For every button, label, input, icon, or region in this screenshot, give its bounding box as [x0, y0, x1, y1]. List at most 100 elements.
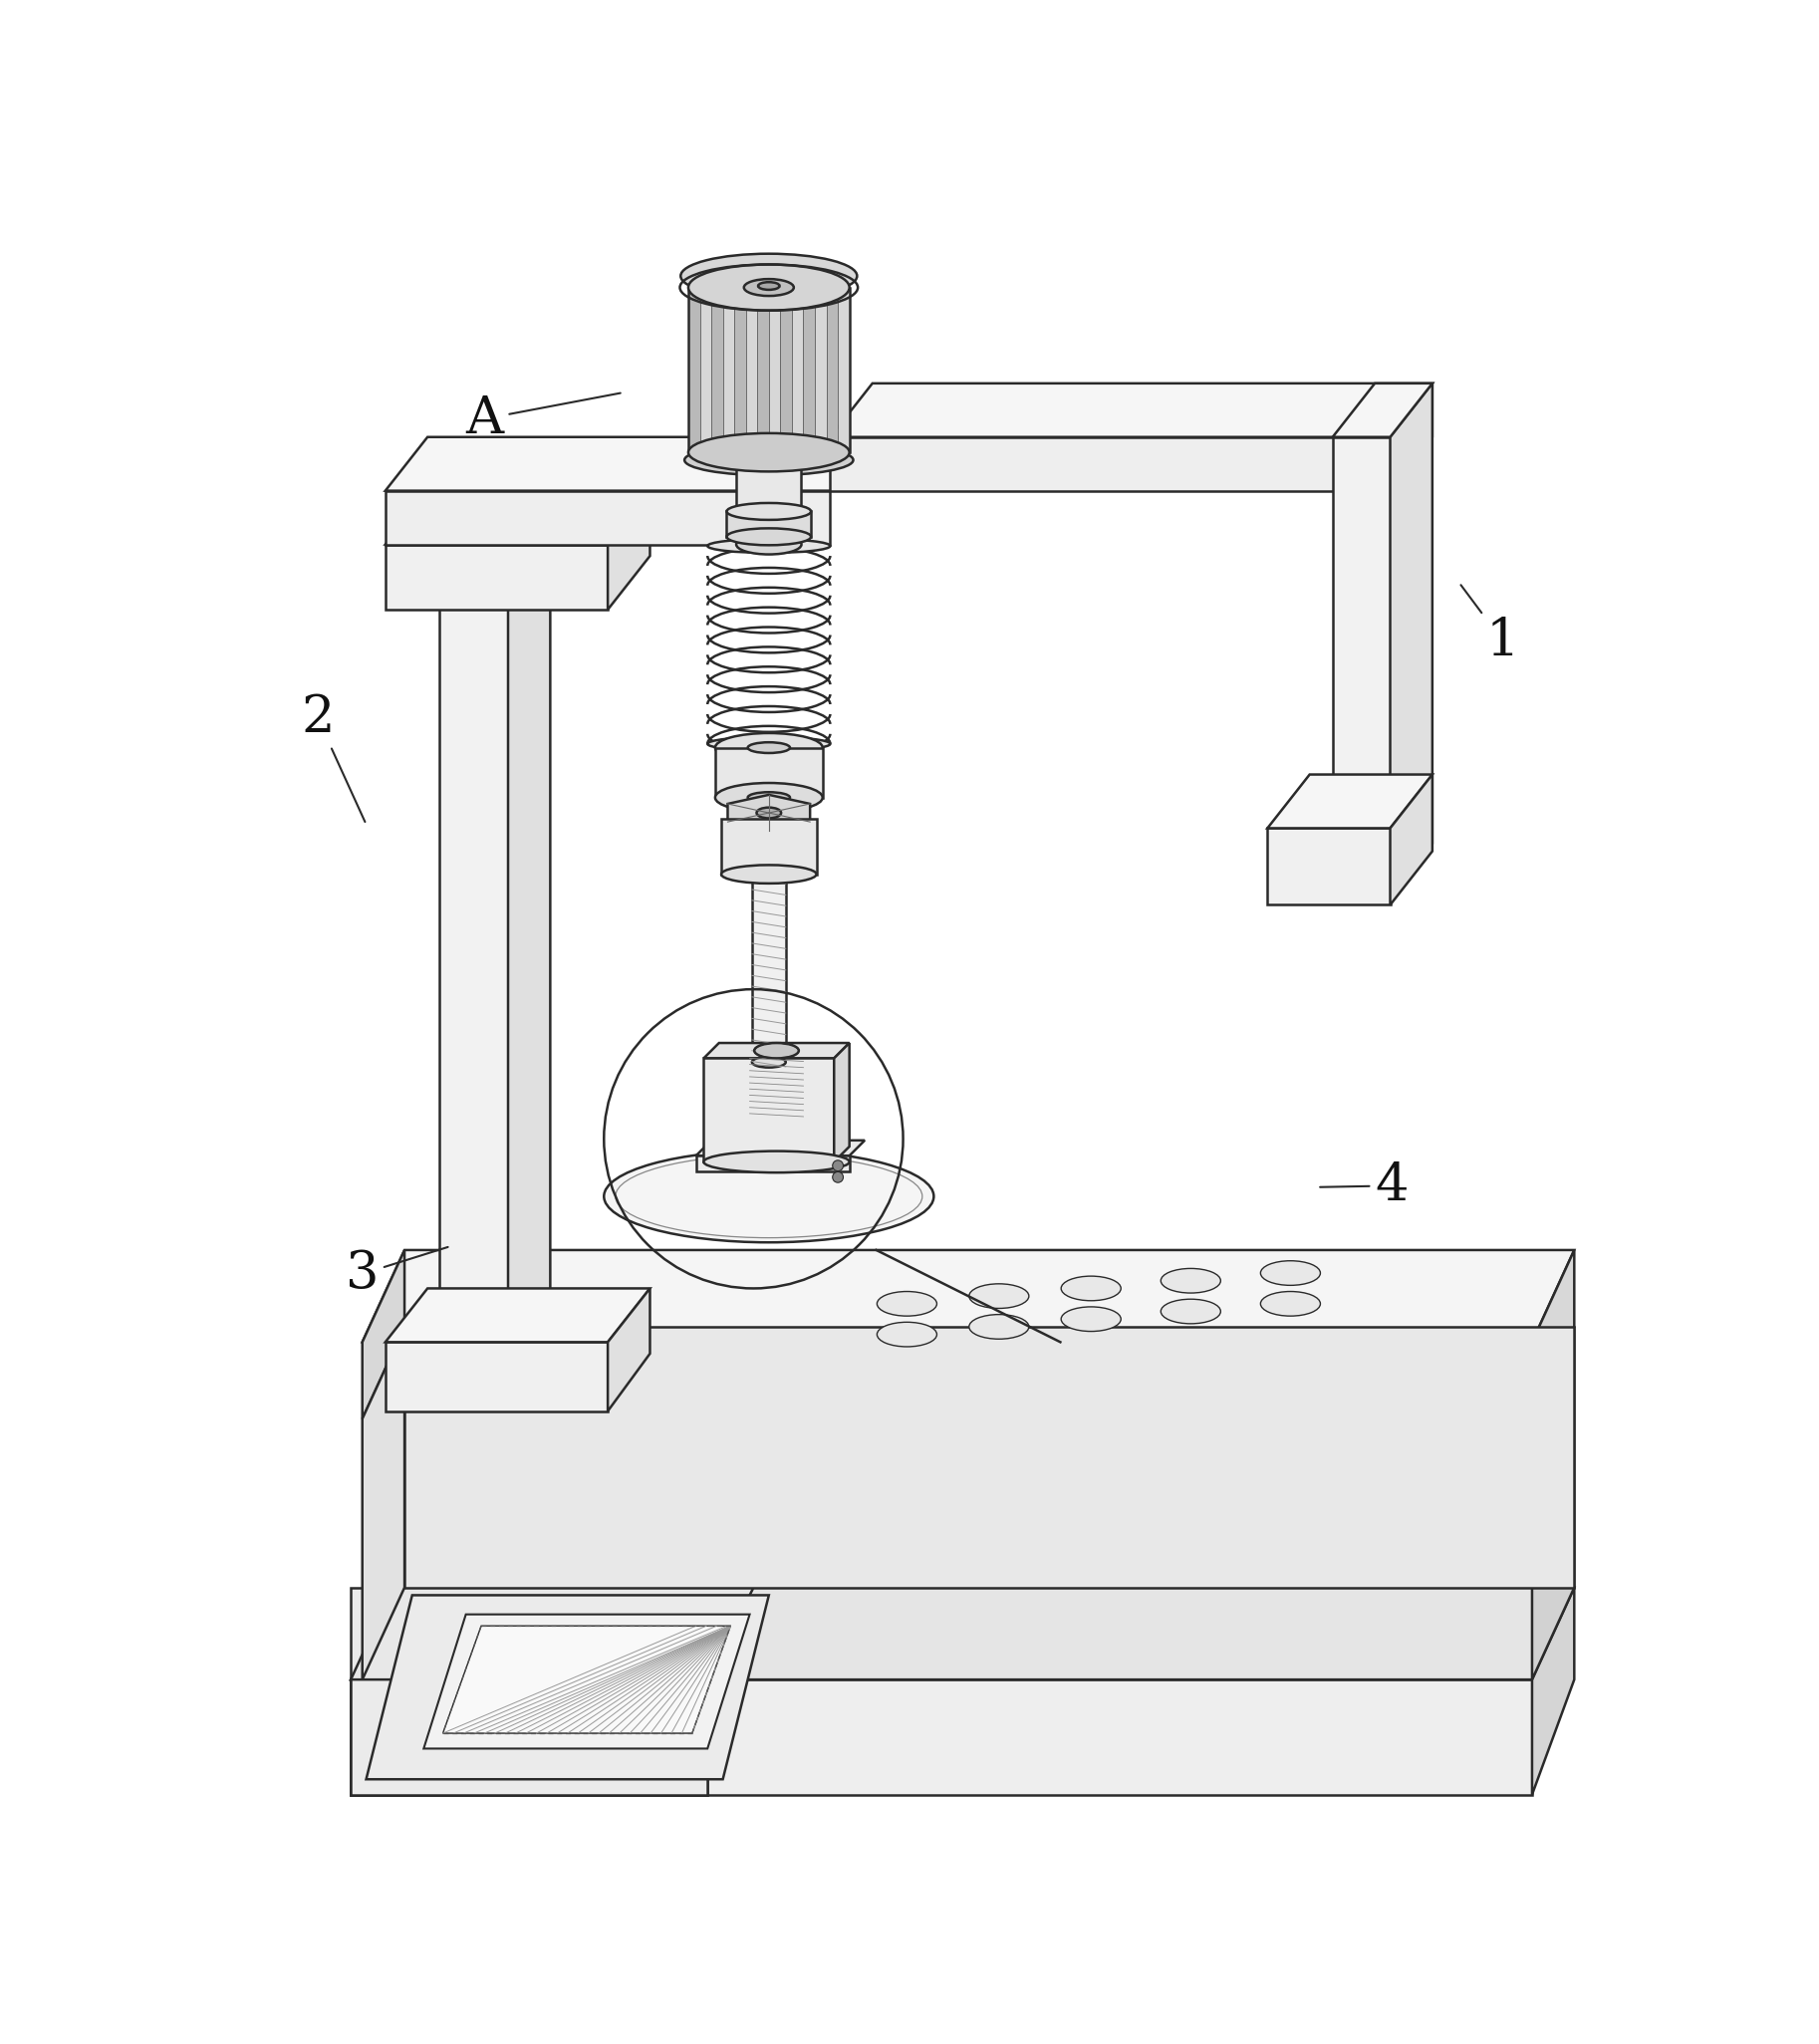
- Polygon shape: [1333, 384, 1432, 437]
- Polygon shape: [688, 288, 700, 452]
- Text: 1: 1: [1461, 585, 1519, 666]
- Ellipse shape: [1261, 1261, 1321, 1286]
- Polygon shape: [722, 288, 735, 452]
- Polygon shape: [804, 288, 815, 452]
- Ellipse shape: [757, 807, 780, 818]
- Polygon shape: [829, 437, 1390, 491]
- Polygon shape: [351, 1588, 708, 1795]
- Polygon shape: [1390, 384, 1432, 897]
- Polygon shape: [351, 1680, 708, 1795]
- Polygon shape: [608, 491, 649, 609]
- Polygon shape: [1390, 775, 1432, 905]
- Polygon shape: [751, 873, 786, 1063]
- Circle shape: [833, 1171, 844, 1183]
- Polygon shape: [386, 1343, 608, 1410]
- Polygon shape: [697, 1141, 864, 1155]
- Polygon shape: [715, 748, 822, 797]
- Polygon shape: [839, 288, 849, 452]
- Polygon shape: [1532, 1588, 1573, 1795]
- Polygon shape: [769, 288, 780, 452]
- Polygon shape: [700, 288, 711, 452]
- Ellipse shape: [708, 540, 829, 552]
- Ellipse shape: [877, 1322, 937, 1347]
- Ellipse shape: [751, 1057, 786, 1067]
- Polygon shape: [351, 1588, 753, 1680]
- Polygon shape: [791, 288, 804, 452]
- Ellipse shape: [715, 734, 822, 762]
- Text: 3: 3: [346, 1247, 447, 1300]
- Polygon shape: [608, 1288, 649, 1410]
- Polygon shape: [386, 1288, 649, 1343]
- Ellipse shape: [722, 865, 817, 883]
- Polygon shape: [735, 288, 746, 452]
- Ellipse shape: [1060, 1306, 1121, 1331]
- Polygon shape: [704, 1059, 835, 1161]
- Circle shape: [833, 1161, 844, 1171]
- Ellipse shape: [748, 742, 789, 752]
- Ellipse shape: [1261, 1292, 1321, 1316]
- Polygon shape: [1333, 437, 1390, 897]
- Ellipse shape: [715, 783, 822, 811]
- Polygon shape: [757, 288, 769, 452]
- Polygon shape: [1268, 828, 1390, 905]
- Polygon shape: [737, 452, 800, 544]
- Polygon shape: [1532, 1327, 1573, 1680]
- Ellipse shape: [726, 527, 811, 546]
- Polygon shape: [386, 491, 829, 544]
- Polygon shape: [442, 1625, 731, 1733]
- Polygon shape: [704, 1042, 849, 1059]
- Ellipse shape: [970, 1284, 1030, 1308]
- Polygon shape: [1390, 384, 1432, 491]
- Ellipse shape: [604, 1151, 933, 1243]
- Ellipse shape: [684, 446, 853, 476]
- Polygon shape: [815, 288, 826, 452]
- Ellipse shape: [688, 264, 849, 311]
- Ellipse shape: [751, 867, 786, 879]
- Polygon shape: [362, 1327, 404, 1680]
- Ellipse shape: [737, 442, 802, 460]
- Ellipse shape: [1161, 1269, 1221, 1294]
- Ellipse shape: [726, 503, 811, 519]
- Polygon shape: [780, 288, 791, 452]
- Polygon shape: [826, 288, 839, 452]
- Polygon shape: [362, 1251, 404, 1419]
- Polygon shape: [711, 288, 722, 452]
- Polygon shape: [362, 1251, 1573, 1343]
- Polygon shape: [424, 1615, 749, 1748]
- Polygon shape: [438, 552, 549, 605]
- Polygon shape: [386, 437, 873, 491]
- Polygon shape: [386, 544, 608, 609]
- Polygon shape: [362, 1343, 1532, 1419]
- Ellipse shape: [744, 280, 793, 296]
- Polygon shape: [404, 1327, 1573, 1588]
- Ellipse shape: [748, 793, 789, 803]
- Ellipse shape: [708, 738, 829, 750]
- Polygon shape: [386, 491, 649, 544]
- Text: A: A: [466, 392, 620, 444]
- Polygon shape: [366, 1594, 769, 1778]
- Polygon shape: [722, 820, 817, 875]
- Ellipse shape: [1161, 1300, 1221, 1325]
- Ellipse shape: [737, 533, 802, 554]
- Polygon shape: [746, 288, 757, 452]
- Ellipse shape: [1060, 1275, 1121, 1300]
- Ellipse shape: [877, 1292, 937, 1316]
- Polygon shape: [697, 1155, 849, 1171]
- Ellipse shape: [680, 253, 857, 298]
- Polygon shape: [351, 1680, 1532, 1795]
- Text: 4: 4: [1321, 1161, 1408, 1212]
- Polygon shape: [1532, 1251, 1573, 1419]
- Ellipse shape: [970, 1314, 1030, 1339]
- Polygon shape: [728, 795, 809, 832]
- Ellipse shape: [755, 1042, 799, 1059]
- Text: 2: 2: [300, 693, 366, 822]
- Ellipse shape: [704, 1151, 849, 1173]
- Polygon shape: [829, 384, 1432, 437]
- Ellipse shape: [759, 282, 780, 290]
- Polygon shape: [351, 1588, 1573, 1680]
- Ellipse shape: [688, 433, 849, 472]
- Polygon shape: [1268, 775, 1432, 828]
- Polygon shape: [726, 511, 811, 538]
- Polygon shape: [438, 605, 508, 1343]
- Polygon shape: [835, 1042, 849, 1161]
